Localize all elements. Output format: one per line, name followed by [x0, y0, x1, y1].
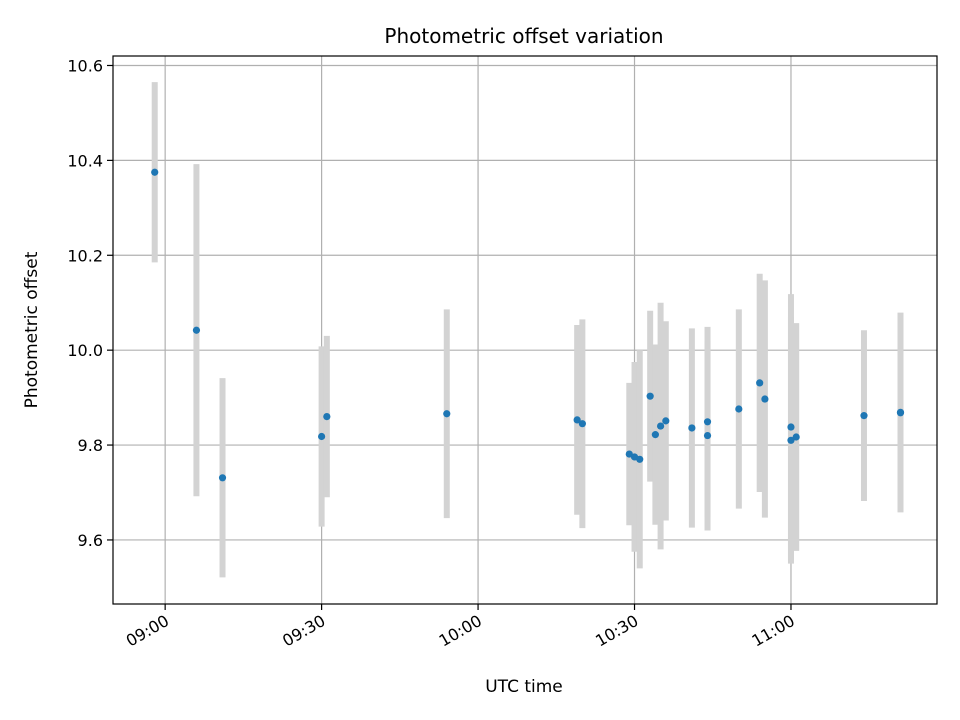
data-point [646, 392, 654, 400]
y-tick-label: 10.4 [67, 151, 103, 170]
data-points [151, 168, 905, 482]
y-tick-label: 9.6 [78, 531, 103, 550]
data-point [656, 422, 665, 430]
data-point [636, 455, 644, 463]
y-tick-label: 10.2 [67, 246, 103, 265]
y-axis-label: Photometric offset [22, 251, 42, 408]
y-axis-ticks: 9.6 9.8 10.0 10.2 10.4 10.6 [67, 56, 113, 550]
data-point [756, 379, 764, 387]
chart-title: Photometric offset variation [384, 24, 663, 48]
plot-frame [112, 55, 938, 605]
data-point [896, 408, 905, 416]
data-point [323, 412, 331, 421]
data-point [735, 405, 743, 413]
data-point [703, 431, 712, 440]
data-point [218, 474, 227, 482]
data-point [443, 410, 451, 418]
data-point [761, 395, 769, 403]
data-point [688, 424, 696, 432]
data-point [787, 423, 795, 431]
data-point [151, 168, 159, 176]
x-axis-label: UTC time [485, 677, 563, 697]
y-tick-label: 9.8 [78, 436, 103, 455]
data-point [787, 436, 795, 444]
data-point [192, 326, 201, 334]
data-point [573, 416, 581, 424]
data-point [792, 433, 800, 441]
data-point [703, 418, 712, 426]
data-point [662, 417, 670, 425]
data-point [860, 412, 868, 420]
data-point [578, 420, 586, 428]
data-point [651, 431, 659, 439]
y-tick-label: 10.0 [67, 341, 103, 360]
y-tick-label: 10.6 [67, 56, 103, 75]
data-point [318, 432, 326, 441]
